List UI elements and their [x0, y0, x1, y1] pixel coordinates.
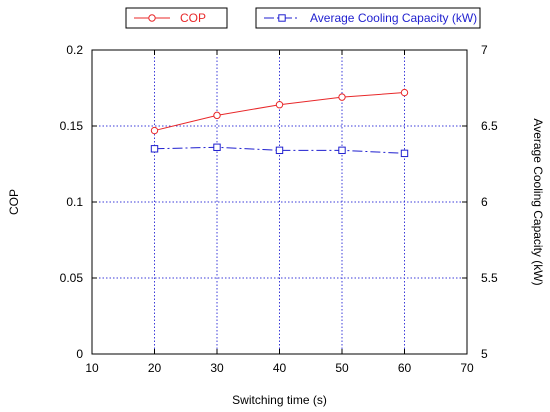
cop-point [213, 111, 221, 120]
legend-capacity-box [255, 7, 481, 29]
y2-tick-label: 6.5 [481, 119, 498, 133]
legend-cop: COP [125, 7, 228, 29]
x-tick-label: 20 [148, 361, 162, 375]
x-tick-label: 30 [210, 361, 224, 375]
grid [92, 50, 467, 354]
y2-tick-label: 5.5 [481, 271, 498, 285]
legend-cop-marker [148, 14, 156, 22]
y2-tick-label: 5 [481, 347, 488, 361]
y2-axis-title: Average Cooling Capacity (kW) [531, 118, 545, 285]
y2-tick-label: 7 [481, 43, 488, 57]
x-tick-label: 60 [398, 361, 412, 375]
series-line-capacity [154, 146, 405, 154]
capacity-point [150, 145, 159, 153]
y-tick-label: 0.1 [66, 195, 83, 209]
legend-capacity-label: Average Cooling Capacity (kW) [310, 11, 477, 25]
cop-point [275, 101, 284, 109]
cop-point [338, 93, 346, 101]
cop-point [400, 88, 409, 97]
capacity-point [400, 149, 409, 158]
x-tick-label: 50 [335, 361, 349, 375]
y-tick-label: 0.15 [60, 119, 84, 133]
cop-point [150, 126, 159, 135]
y2-tick-label: 6 [481, 195, 488, 209]
legend-cop-box [125, 7, 228, 29]
y-tick-label: 0.05 [60, 271, 84, 285]
y-tick-label: 0 [76, 347, 83, 361]
legend-cop-label: COP [180, 11, 206, 25]
legend-capacity-marker [278, 14, 286, 22]
series-layer [150, 88, 409, 158]
y-tick-label: 0.2 [66, 43, 83, 57]
x-tick-label: 40 [273, 361, 287, 375]
ticks: 10 20 30 40 50 60 70 0 0.05 0.1 0.15 0.2 5 5.5 6 6.5 7 [60, 43, 498, 375]
capacity-point [338, 146, 346, 155]
capacity-point [275, 146, 284, 155]
x-tick-label: 10 [85, 361, 99, 375]
legend-capacity: Average Cooling Capacity (kW) [255, 7, 481, 29]
capacity-point [213, 143, 221, 151]
x-tick-label: 70 [460, 361, 474, 375]
y-axis-title: COP [7, 189, 21, 215]
x-axis-title: Switching time (s) [232, 393, 327, 407]
